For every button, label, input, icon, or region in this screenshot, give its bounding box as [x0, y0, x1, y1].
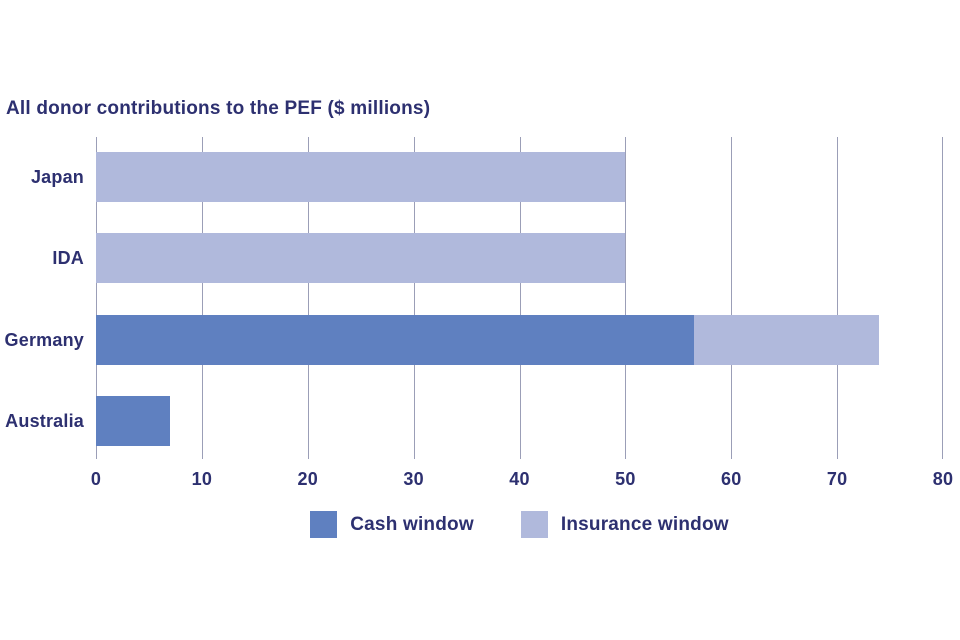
x-tick-label-30: 30 [403, 469, 424, 489]
legend-label-cash_window: Cash window [350, 513, 474, 535]
bar-row-australia [96, 396, 171, 446]
bar-row-ida [96, 233, 626, 283]
gridline-50 [625, 137, 627, 459]
x-tick-label-50: 50 [615, 469, 636, 489]
x-tick-label-40: 40 [509, 469, 530, 489]
category-label-ida: IDA [52, 247, 84, 268]
bar-segment-insurance_window [96, 233, 626, 283]
x-tick-label-80: 80 [932, 469, 954, 489]
bar-segment-insurance_window [694, 315, 880, 365]
bar-row-japan [96, 152, 626, 202]
legend-item-cash_window: Cash window [310, 511, 474, 538]
bar-segment-cash_window [96, 315, 695, 365]
legend-swatch-cash_window [310, 511, 338, 538]
gridline-10 [201, 137, 203, 459]
category-label-australia: Australia [5, 410, 84, 431]
gridline-0 [96, 137, 97, 459]
chart-title: All donor contributions to the PEF ($ mi… [6, 98, 431, 119]
category-axis: Japan IDA Germany Australia [0, 137, 84, 459]
category-label-germany: Germany [4, 329, 84, 350]
gridline-60 [731, 137, 733, 459]
x-tick-label-0: 0 [90, 469, 102, 489]
x-tick-label-60: 60 [720, 469, 742, 489]
legend-label-insurance_window: Insurance window [560, 513, 729, 535]
gridline-30 [413, 137, 415, 459]
legend-swatch-insurance_window [520, 511, 548, 538]
bar-segment-insurance_window [96, 152, 626, 202]
x-tick-label-70: 70 [826, 469, 848, 489]
gridline-80 [942, 137, 943, 459]
plot-area [96, 137, 943, 459]
bar-row-germany [96, 315, 880, 365]
gridline-20 [307, 137, 309, 459]
category-label-japan: Japan [30, 166, 84, 187]
legend-item-insurance_window: Insurance window [520, 511, 729, 538]
x-axis: 0 10 20 30 40 50 60 70 80 [91, 469, 953, 493]
x-tick-label-10: 10 [191, 469, 213, 489]
gridline-40 [519, 137, 521, 459]
bar-segment-cash_window [96, 396, 171, 446]
legend: Cash window Insurance window [96, 511, 943, 538]
gridline-70 [837, 137, 839, 459]
x-tick-label-20: 20 [297, 469, 319, 489]
